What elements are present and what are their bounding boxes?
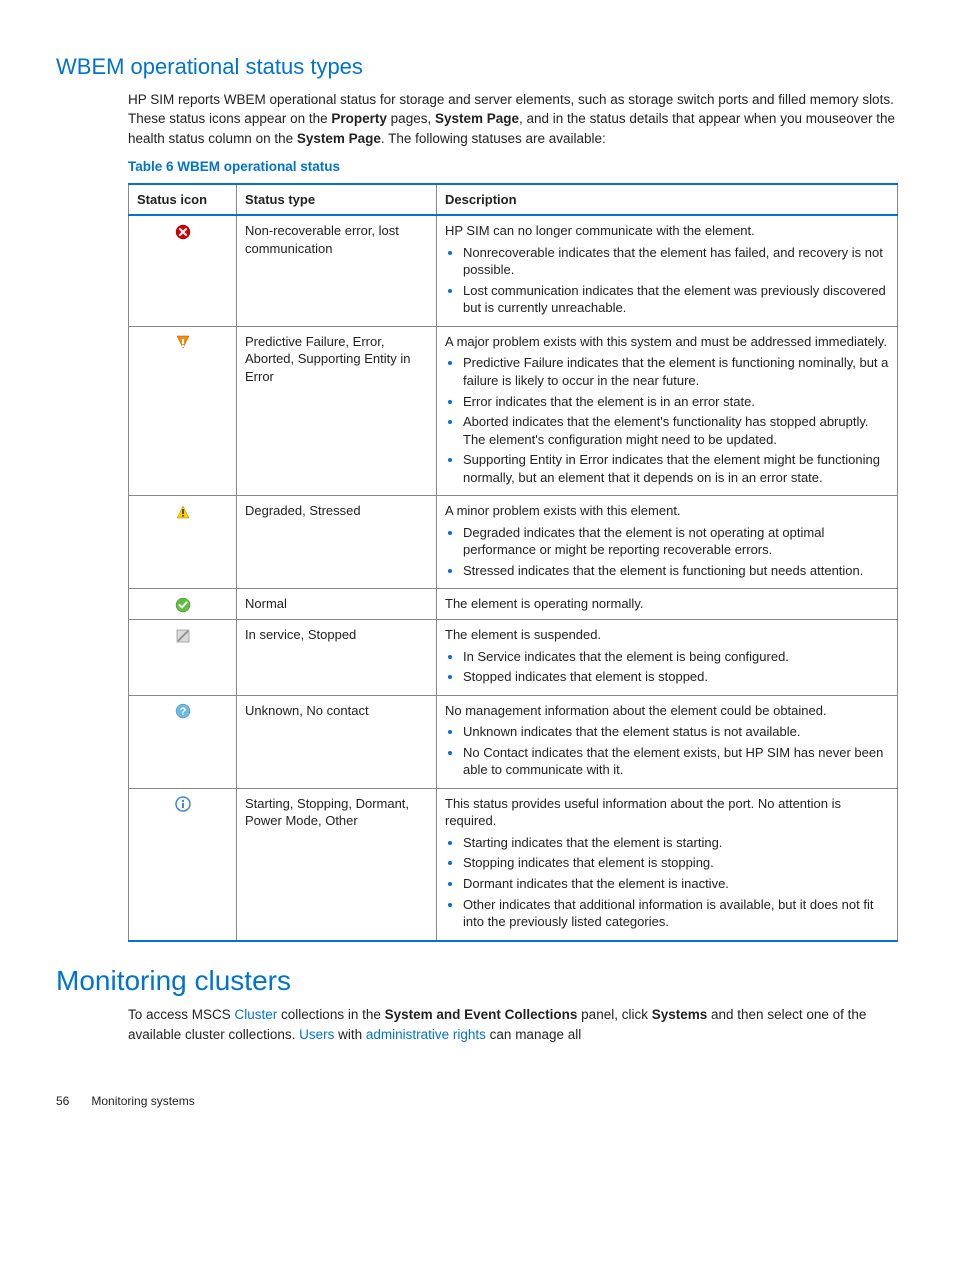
chapter-label: Monitoring systems (91, 1094, 194, 1108)
desc-bullet: Degraded indicates that the element is n… (463, 524, 889, 559)
admin-rights-link[interactable]: administrative rights (366, 1027, 486, 1042)
col-status-type: Status type (237, 184, 437, 216)
col-status-icon: Status icon (129, 184, 237, 216)
desc-bullet: In Service indicates that the element is… (463, 648, 889, 666)
desc-lead: The element is operating normally. (445, 595, 889, 613)
desc-lead: The element is suspended. (445, 626, 889, 644)
status-icon-cell (129, 589, 237, 620)
info-icon (175, 796, 191, 812)
description-cell: HP SIM can no longer communicate with th… (437, 215, 898, 326)
desc-bullet: Stopping indicates that element is stopp… (463, 854, 889, 872)
desc-bullet: Lost communication indicates that the el… (463, 282, 889, 317)
description-cell: No management information about the elem… (437, 695, 898, 788)
status-icon-cell (129, 326, 237, 495)
status-type-cell: Predictive Failure, Error, Aborted, Supp… (237, 326, 437, 495)
users-link[interactable]: Users (299, 1027, 334, 1042)
disabled-icon (175, 628, 191, 644)
table-row: Degraded, Stressed A minor problem exists… (129, 496, 898, 589)
page-footer: 56 Monitoring systems (56, 1093, 898, 1109)
description-cell: A major problem exists with this system … (437, 326, 898, 495)
desc-bullet: Nonrecoverable indicates that the elemen… (463, 244, 889, 279)
col-description: Description (437, 184, 898, 216)
status-type-cell: Degraded, Stressed (237, 496, 437, 589)
desc-lead: A major problem exists with this system … (445, 333, 889, 351)
desc-bullet: Dormant indicates that the element is in… (463, 875, 889, 893)
cluster-link[interactable]: Cluster (235, 1007, 278, 1022)
desc-bullet: Supporting Entity in Error indicates tha… (463, 451, 889, 486)
desc-bullet: Predictive Failure indicates that the el… (463, 354, 889, 389)
desc-bullet: Unknown indicates that the element statu… (463, 723, 889, 741)
wbem-status-table: Status icon Status type Description Non-… (128, 183, 898, 942)
status-type-cell: Normal (237, 589, 437, 620)
status-type-cell: Starting, Stopping, Dormant, Power Mode,… (237, 788, 437, 940)
status-icon-cell (129, 695, 237, 788)
table-row: Predictive Failure, Error, Aborted, Supp… (129, 326, 898, 495)
status-icon-cell (129, 496, 237, 589)
unknown-icon (175, 703, 191, 719)
section-heading-wbem: WBEM operational status types (56, 52, 898, 82)
major-icon (175, 334, 191, 350)
desc-lead: This status provides useful information … (445, 795, 889, 830)
status-icon-cell (129, 788, 237, 940)
table-row: Starting, Stopping, Dormant, Power Mode,… (129, 788, 898, 940)
description-cell: The element is operating normally. (437, 589, 898, 620)
table-caption: Table 6 WBEM operational status (128, 158, 898, 176)
desc-bullet: Stressed indicates that the element is f… (463, 562, 889, 580)
description-cell: This status provides useful information … (437, 788, 898, 940)
description-cell: A minor problem exists with this element… (437, 496, 898, 589)
ok-icon (175, 597, 191, 613)
table-header-row: Status icon Status type Description (129, 184, 898, 216)
desc-lead: A minor problem exists with this element… (445, 502, 889, 520)
status-type-cell: In service, Stopped (237, 620, 437, 696)
table-row: Normal The element is operating normally. (129, 589, 898, 620)
table-row: Unknown, No contact No management informa… (129, 695, 898, 788)
desc-bullet: No Contact indicates that the element ex… (463, 744, 889, 779)
desc-bullet: Other indicates that additional informat… (463, 896, 889, 931)
status-type-cell: Non-recoverable error, lost communicatio… (237, 215, 437, 326)
intro-paragraph: HP SIM reports WBEM operational status f… (128, 90, 898, 149)
section-heading-clusters: Monitoring clusters (56, 962, 898, 1000)
desc-bullet: Error indicates that the element is in a… (463, 393, 889, 411)
minor-icon (175, 504, 191, 520)
desc-bullet: Starting indicates that the element is s… (463, 834, 889, 852)
status-icon-cell (129, 215, 237, 326)
clusters-paragraph: To access MSCS Cluster collections in th… (128, 1005, 898, 1044)
status-icon-cell (129, 620, 237, 696)
table-row: In service, StoppedThe element is suspen… (129, 620, 898, 696)
status-type-cell: Unknown, No contact (237, 695, 437, 788)
desc-bullet: Aborted indicates that the element's fun… (463, 413, 889, 448)
error-icon (175, 224, 191, 240)
desc-bullet: Stopped indicates that element is stoppe… (463, 668, 889, 686)
description-cell: The element is suspended. In Service indi… (437, 620, 898, 696)
desc-lead: No management information about the elem… (445, 702, 889, 720)
table-row: Non-recoverable error, lost communicatio… (129, 215, 898, 326)
page-number: 56 (56, 1093, 88, 1109)
desc-lead: HP SIM can no longer communicate with th… (445, 222, 889, 240)
